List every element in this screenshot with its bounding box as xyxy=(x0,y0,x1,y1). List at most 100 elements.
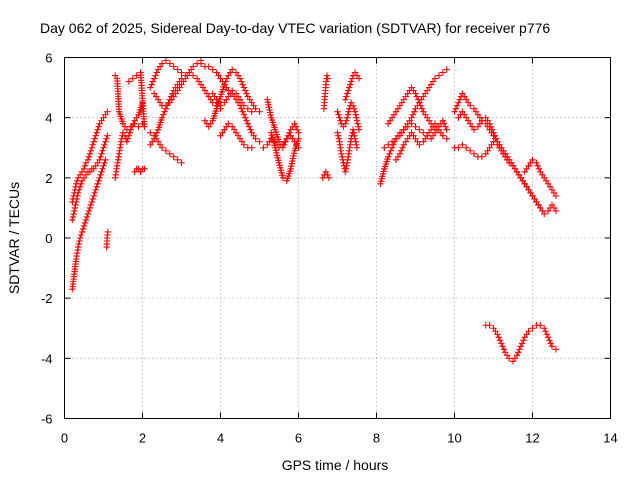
data-point xyxy=(385,153,392,160)
data-point xyxy=(275,144,283,151)
data-point xyxy=(500,346,508,353)
data-point xyxy=(400,126,407,133)
data-point xyxy=(256,138,263,145)
data-point xyxy=(355,75,363,82)
data-point xyxy=(466,147,474,154)
data-point xyxy=(268,135,275,142)
data-point xyxy=(161,108,168,115)
data-point xyxy=(95,123,102,130)
data-point xyxy=(94,126,101,133)
data-series-arc-15 xyxy=(217,120,255,151)
data-point xyxy=(252,135,259,142)
data-point xyxy=(343,117,350,124)
data-point xyxy=(334,129,341,136)
data-point xyxy=(334,108,341,115)
data-point xyxy=(322,168,329,176)
data-point xyxy=(489,126,496,133)
data-point xyxy=(170,63,177,70)
data-point xyxy=(452,105,459,112)
data-point xyxy=(470,150,478,157)
data-point xyxy=(408,120,415,127)
data-series-arc-18 xyxy=(260,132,302,151)
data-point xyxy=(439,69,446,76)
data-point xyxy=(337,117,344,124)
data-series-arc-21 xyxy=(334,126,361,176)
data-point xyxy=(147,84,154,91)
data-point xyxy=(76,234,84,242)
data-point xyxy=(541,325,548,332)
data-point xyxy=(552,346,560,353)
data-point xyxy=(412,90,419,97)
data-point xyxy=(451,108,458,115)
data-point xyxy=(336,114,343,121)
x-tick-label: 8 xyxy=(373,431,380,446)
data-point xyxy=(286,129,293,136)
x-tick-label: 6 xyxy=(295,431,302,446)
data-point xyxy=(75,240,82,248)
data-point xyxy=(129,75,136,82)
data-point xyxy=(205,63,212,70)
data-point xyxy=(418,105,426,112)
data-point xyxy=(96,174,103,182)
data-point xyxy=(75,186,83,194)
data-point xyxy=(79,225,87,233)
data-point xyxy=(494,331,501,338)
data-point xyxy=(350,129,357,136)
data-point xyxy=(387,147,394,154)
data-point xyxy=(77,180,85,188)
data-point xyxy=(279,174,287,182)
chart-title: Day 062 of 2025, Sidereal Day-to-day VTE… xyxy=(40,20,550,36)
data-point xyxy=(102,138,109,145)
data-point xyxy=(149,78,157,85)
data-point xyxy=(542,328,549,335)
data-point xyxy=(355,126,363,133)
data-point xyxy=(294,126,301,133)
data-point xyxy=(518,340,526,347)
data-point xyxy=(244,105,251,112)
data-point xyxy=(73,198,80,206)
data-point xyxy=(533,159,540,166)
data-point xyxy=(443,135,450,142)
data-point xyxy=(534,162,541,169)
data-point xyxy=(525,328,532,335)
data-point xyxy=(505,355,513,362)
data-point xyxy=(324,171,331,179)
data-point xyxy=(353,114,360,121)
data-point xyxy=(248,108,255,115)
data-point xyxy=(80,222,88,230)
data-point xyxy=(240,84,248,91)
data-point xyxy=(222,78,229,85)
data-point xyxy=(324,75,331,82)
data-point xyxy=(416,99,423,106)
data-series-arc-10 xyxy=(147,129,185,166)
data-point xyxy=(229,87,236,94)
data-point xyxy=(162,147,170,154)
data-point xyxy=(197,60,205,67)
data-point xyxy=(76,237,83,245)
x-tick-label: 10 xyxy=(447,431,461,446)
data-point xyxy=(546,337,553,344)
data-point xyxy=(133,72,140,79)
data-point xyxy=(77,231,85,239)
data-point xyxy=(388,138,396,145)
data-series-arc-2 xyxy=(69,132,111,224)
data-point xyxy=(348,75,356,82)
data-point xyxy=(291,120,298,127)
data-series-arc-33 xyxy=(482,322,560,365)
data-point xyxy=(245,123,253,130)
data-point xyxy=(97,153,104,160)
data-point xyxy=(104,228,111,236)
x-tick-label: 14 xyxy=(603,431,617,446)
data-point xyxy=(335,135,342,142)
data-point xyxy=(342,165,350,173)
data-series-arc-7 xyxy=(131,165,148,176)
data-point xyxy=(552,207,560,215)
data-point xyxy=(351,135,359,142)
data-point xyxy=(84,210,92,218)
data-point xyxy=(435,72,443,79)
data-series-arc-6 xyxy=(112,99,146,182)
data-point xyxy=(81,219,89,227)
data-point xyxy=(85,207,93,215)
data-point xyxy=(338,153,346,160)
data-point xyxy=(148,81,155,88)
